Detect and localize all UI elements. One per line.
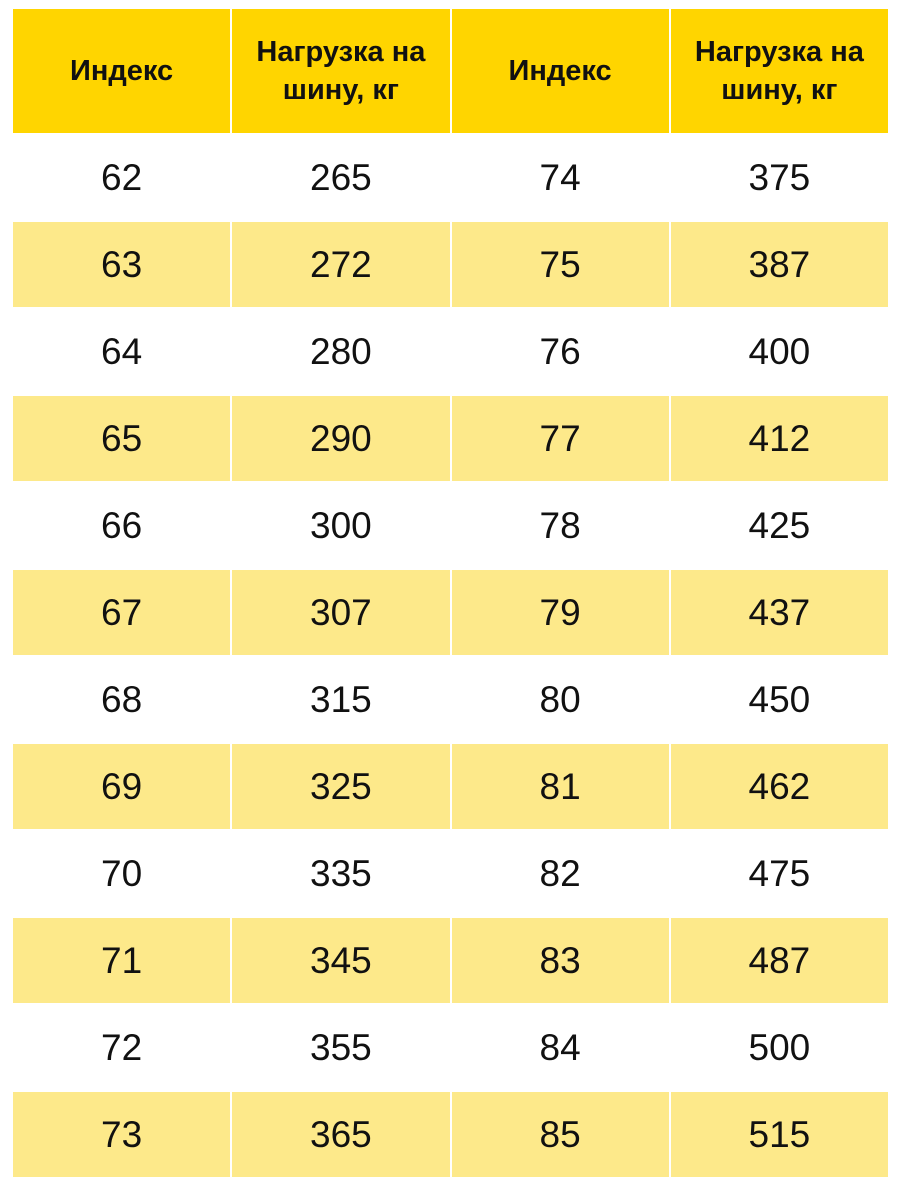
table-cell: 76	[451, 309, 669, 394]
header-cell: Индекс	[451, 9, 669, 133]
table-cell: 355	[232, 1005, 450, 1090]
table-cell: 63	[13, 222, 231, 307]
table-cell: 462	[670, 744, 888, 829]
table-cell: 62	[13, 135, 231, 220]
table-container: Индекс Нагрузка на шину, кг Индекс Нагрузка…	[11, 7, 890, 1179]
table-cell: 65	[13, 396, 231, 481]
table-cell: 68	[13, 657, 231, 742]
table-cell: 85	[451, 1092, 669, 1177]
table-cell: 69	[13, 744, 231, 829]
table-cell: 74	[451, 135, 669, 220]
table-cell: 70	[13, 831, 231, 916]
table-row: 71 345 83 487	[13, 918, 888, 1003]
table-cell: 307	[232, 570, 450, 655]
table-cell: 365	[232, 1092, 450, 1177]
table-cell: 335	[232, 831, 450, 916]
table-cell: 425	[670, 483, 888, 568]
table-cell: 280	[232, 309, 450, 394]
table-row: 64 280 76 400	[13, 309, 888, 394]
table-row: 63 272 75 387	[13, 222, 888, 307]
table-cell: 265	[232, 135, 450, 220]
header-cell: Индекс	[13, 9, 231, 133]
table-cell: 450	[670, 657, 888, 742]
table-cell: 84	[451, 1005, 669, 1090]
table-cell: 412	[670, 396, 888, 481]
table-cell: 79	[451, 570, 669, 655]
table-cell: 72	[13, 1005, 231, 1090]
table-cell: 73	[13, 1092, 231, 1177]
table-cell: 78	[451, 483, 669, 568]
table-row: 67 307 79 437	[13, 570, 888, 655]
table-cell: 83	[451, 918, 669, 1003]
table-cell: 75	[451, 222, 669, 307]
table-row: 68 315 80 450	[13, 657, 888, 742]
table-body: 62 265 74 375 63 272 75 387 64 280 76 400 65 290 77 412…	[13, 135, 888, 1177]
table-row: 65 290 77 412	[13, 396, 888, 481]
table-cell: 487	[670, 918, 888, 1003]
table-row: 73 365 85 515	[13, 1092, 888, 1177]
table-cell: 500	[670, 1005, 888, 1090]
table-cell: 375	[670, 135, 888, 220]
header-cell: Нагрузка на шину, кг	[670, 9, 888, 133]
header-row: Индекс Нагрузка на шину, кг Индекс Нагрузка…	[13, 9, 888, 133]
table-row: 66 300 78 425	[13, 483, 888, 568]
table-cell: 272	[232, 222, 450, 307]
table-row: 69 325 81 462	[13, 744, 888, 829]
table-cell: 437	[670, 570, 888, 655]
table-cell: 290	[232, 396, 450, 481]
table-cell: 325	[232, 744, 450, 829]
table-cell: 475	[670, 831, 888, 916]
table-cell: 77	[451, 396, 669, 481]
table-cell: 82	[451, 831, 669, 916]
table-row: 62 265 74 375	[13, 135, 888, 220]
table-row: 70 335 82 475	[13, 831, 888, 916]
header-cell: Нагрузка на шину, кг	[232, 9, 450, 133]
table-cell: 345	[232, 918, 450, 1003]
table-cell: 315	[232, 657, 450, 742]
table-cell: 81	[451, 744, 669, 829]
table-cell: 300	[232, 483, 450, 568]
table-cell: 80	[451, 657, 669, 742]
table-cell: 64	[13, 309, 231, 394]
table-cell: 66	[13, 483, 231, 568]
load-index-table: Индекс Нагрузка на шину, кг Индекс Нагрузка…	[11, 7, 890, 1179]
table-cell: 71	[13, 918, 231, 1003]
table-row: 72 355 84 500	[13, 1005, 888, 1090]
table-cell: 515	[670, 1092, 888, 1177]
table-cell: 400	[670, 309, 888, 394]
table-cell: 67	[13, 570, 231, 655]
table-cell: 387	[670, 222, 888, 307]
